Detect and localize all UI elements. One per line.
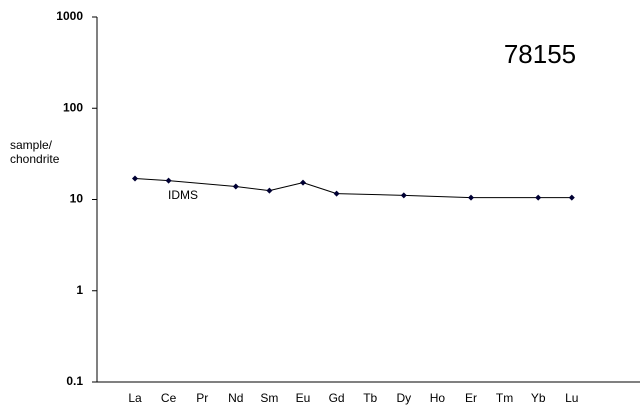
marker [400, 192, 407, 199]
x-tick-label: Yb [531, 391, 546, 405]
x-tick-label: Dy [396, 391, 411, 405]
marker [568, 194, 575, 201]
y-axis-label: sample/ [10, 138, 53, 152]
x-tick-label: Pr [196, 391, 208, 405]
marker [132, 175, 138, 182]
x-tick-label: Eu [296, 391, 311, 405]
x-tick-label: Nd [228, 391, 243, 405]
x-tick-label: Tm [496, 391, 513, 405]
line-segment [403, 194, 472, 199]
y-tick-label: 100 [63, 100, 83, 114]
line-segment [235, 185, 270, 192]
marker [468, 194, 474, 201]
annotation: IDMS [168, 188, 198, 202]
marker [535, 194, 542, 201]
line-segment [336, 193, 404, 196]
y-tick-label: 1 [76, 283, 83, 297]
x-tick-label: Sm [260, 391, 278, 405]
marker [266, 187, 273, 194]
marker [300, 179, 306, 186]
x-tick-label: Er [465, 391, 477, 405]
y-axis-label: chondrite [10, 152, 60, 166]
x-tick-label: Ho [430, 391, 446, 405]
x-tick-label: Lu [565, 391, 578, 405]
y-tick-label: 10 [70, 192, 84, 206]
y-tick-label: 0.1 [66, 374, 83, 388]
marker [333, 190, 340, 197]
x-tick-label: Tb [363, 391, 377, 405]
line-segment [168, 180, 236, 187]
line-segment [134, 177, 169, 182]
marker [232, 183, 239, 190]
x-tick-label: La [128, 391, 142, 405]
x-tick-label: Ce [161, 391, 177, 405]
y-tick-label: 1000 [56, 9, 83, 23]
chart-title: 78155 [504, 39, 576, 69]
marker [165, 177, 172, 184]
line-segment [302, 182, 337, 195]
x-tick-label: Gd [329, 391, 345, 405]
line-segment [269, 182, 304, 192]
